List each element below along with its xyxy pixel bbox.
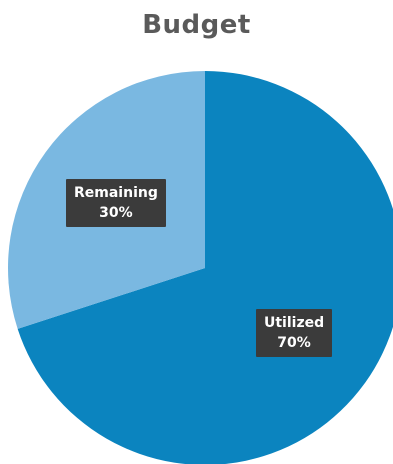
data-label-remaining-value: 30% (99, 205, 133, 221)
chart-title: Budget (142, 10, 251, 40)
data-label-utilized-name: Utilized (264, 315, 325, 331)
data-label-utilized: Utilized 70% (256, 309, 333, 357)
data-label-utilized-value: 70% (277, 335, 311, 351)
pie-slice-utilized (17, 71, 393, 464)
data-label-remaining-name: Remaining (74, 185, 158, 201)
data-label-remaining: Remaining 30% (66, 179, 166, 227)
